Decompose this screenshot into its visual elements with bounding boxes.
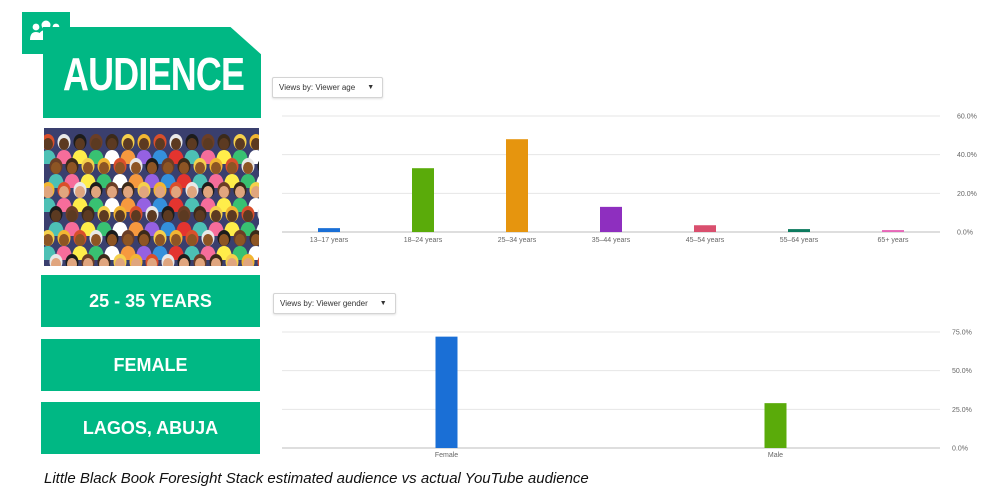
- caret-down-icon: ▼: [367, 84, 375, 91]
- age-bar[interactable]: [882, 230, 904, 232]
- y-tick-label: 20.0%: [957, 191, 977, 198]
- y-tick-label: 40.0%: [957, 152, 977, 159]
- y-tick-label: 0.0%: [957, 230, 973, 237]
- age-range-box: 25 - 35 YEARS: [41, 275, 260, 327]
- gender-bar[interactable]: [435, 336, 458, 448]
- age-bar[interactable]: [694, 225, 716, 232]
- y-tick-label: 60.0%: [957, 114, 977, 121]
- x-category-label: 45–54 years: [686, 237, 725, 244]
- x-category-label: Male: [768, 452, 783, 459]
- y-tick-label: 25.0%: [952, 407, 972, 414]
- viewer-gender-dropdown-label: Views by: Viewer gender: [280, 299, 368, 308]
- caption: Little Black Book Foresight Stack estima…: [44, 470, 589, 487]
- viewer-age-dropdown[interactable]: Views by: Viewer age ▼: [272, 77, 384, 98]
- x-category-label: 55–64 years: [780, 237, 819, 244]
- crowd-illustration: [44, 128, 259, 266]
- y-tick-label: 50.0%: [952, 368, 972, 375]
- x-category-label: 13–17 years: [310, 237, 349, 244]
- age-bar[interactable]: [318, 228, 340, 232]
- viewer-age-dropdown-label: Views by: Viewer age: [279, 83, 356, 92]
- age-bar[interactable]: [506, 139, 528, 232]
- y-tick-label: 0.0%: [952, 446, 968, 453]
- age-bar[interactable]: [412, 168, 434, 232]
- x-category-label: 35–44 years: [592, 237, 631, 244]
- x-category-label: 25–34 years: [498, 237, 537, 244]
- gender-bar[interactable]: [764, 403, 787, 448]
- location-box: LAGOS, ABUJA: [41, 402, 260, 454]
- gender-box: FEMALE: [41, 339, 260, 391]
- page-title: AUDIENCE: [63, 48, 245, 100]
- location-label: LAGOS, ABUJA: [82, 417, 219, 438]
- viewer-gender-dropdown[interactable]: Views by: Viewer gender ▼: [273, 293, 396, 314]
- x-category-label: 65+ years: [878, 237, 909, 244]
- age-bar[interactable]: [600, 206, 622, 232]
- x-category-label: Female: [435, 452, 458, 459]
- gender-label: FEMALE: [113, 354, 188, 375]
- age-bar[interactable]: [788, 229, 810, 232]
- y-tick-label: 75.0%: [952, 330, 972, 337]
- age-range-label: 25 - 35 YEARS: [89, 290, 212, 311]
- title-banner: AUDIENCE: [43, 27, 261, 118]
- x-category-label: 18–24 years: [404, 237, 443, 244]
- caret-down-icon: ▼: [379, 300, 387, 307]
